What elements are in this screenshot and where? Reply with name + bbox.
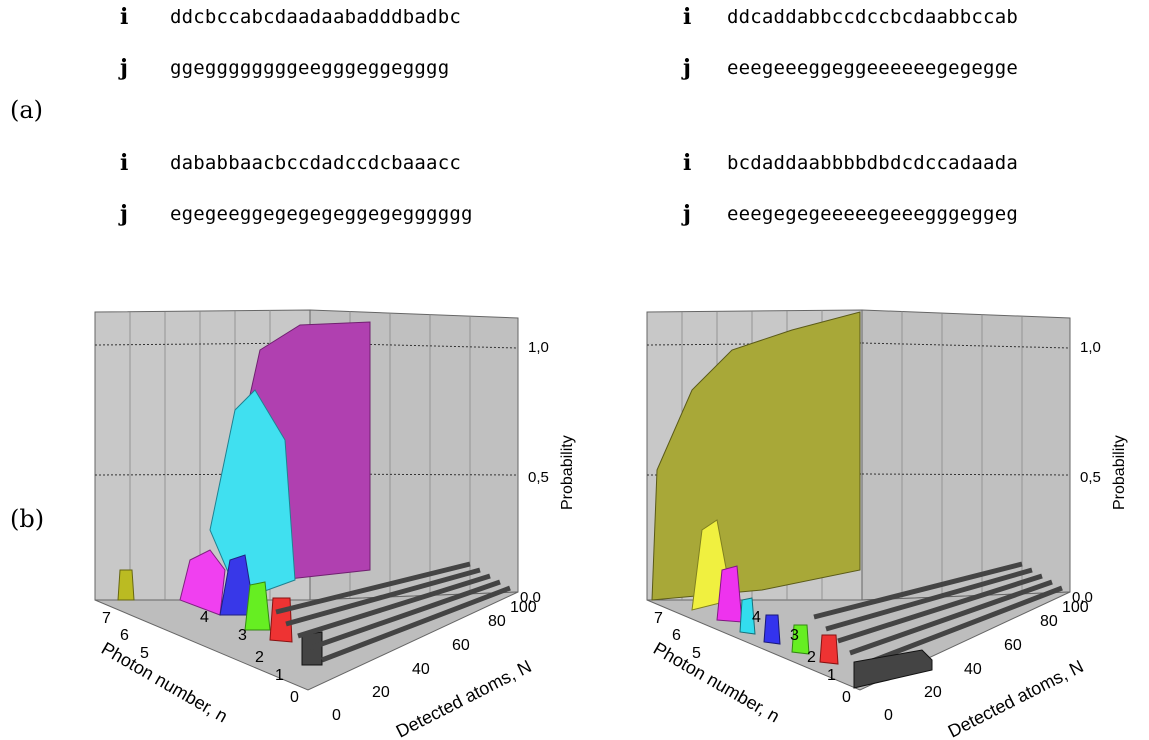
bars-n4 (739, 597, 756, 635)
panel-b-label: (b) (10, 505, 45, 533)
seq-i-block-2: ddcaddabbccdccbcdaabbccab (727, 6, 1018, 28)
n-axis-label: Photon number, n (98, 638, 231, 726)
seq-j-label: j (683, 55, 691, 81)
seq-i-label: i (120, 150, 129, 176)
bars-n2 (244, 581, 271, 631)
n-tick: 2 (807, 649, 816, 666)
n-tick: 6 (120, 627, 129, 644)
seq-i-label: i (120, 4, 129, 30)
n-tick: 7 (654, 610, 663, 627)
N-tick: 0 (884, 707, 893, 724)
bars-n7 (117, 569, 135, 601)
n-tick: 5 (140, 645, 149, 662)
N-tick: 40 (412, 661, 430, 678)
chart-right: 1,0 0,5 0,0 Probability 7 6 5 4 3 2 1 0 … (646, 309, 1128, 740)
z-axis-label: Probability (559, 435, 576, 510)
z-tick: 1,0 (528, 339, 549, 356)
n-tick: 0 (290, 689, 299, 706)
seq-i-block-4: bcdaddaabbbbdbdcdccadaada (727, 152, 1018, 174)
floor-stripes (813, 561, 1063, 668)
N-tick: 40 (964, 661, 982, 678)
bars-n0 (853, 649, 933, 689)
bars-n2 (791, 624, 810, 655)
z-tick: 1,0 (1080, 339, 1101, 356)
seq-j-block-2: eeegeeeggeggeeeeeegegegge (727, 57, 1018, 79)
n-tick: 5 (692, 645, 701, 662)
n-tick: 7 (102, 610, 111, 627)
bars-n3 (763, 614, 781, 645)
N-tick: 20 (924, 684, 942, 701)
n-tick: 3 (238, 627, 247, 644)
n-tick: 0 (842, 689, 851, 706)
gridline-1-0 (309, 342, 519, 349)
N-tick: 80 (488, 613, 506, 630)
z-tick: 0,0 (520, 589, 541, 606)
N-tick: 60 (1004, 637, 1022, 654)
n-tick: 1 (275, 667, 284, 684)
seq-j-label: j (120, 55, 128, 81)
n-tick: 4 (752, 609, 761, 626)
gridline-0-5 (309, 473, 519, 476)
bars-n5 (716, 565, 743, 623)
z-tick: 0,0 (1072, 589, 1093, 606)
seq-i-block-3: dababbaacbccdadccdcbaaacc (170, 152, 461, 174)
bars-n7 (651, 311, 861, 601)
z-axis-label: Probability (1111, 435, 1128, 510)
seq-j-label: j (120, 201, 128, 227)
gridline-0-5 (861, 473, 1071, 476)
n-tick: 1 (827, 667, 836, 684)
bars-n4 (179, 549, 226, 616)
seq-j-block-1: ggeggggggggeegggeggegggg (170, 57, 450, 79)
N-tick: 60 (452, 637, 470, 654)
chart-left: 1,0 0,5 0,0 Probability 7 6 5 4 3 2 1 0 … (94, 309, 576, 740)
n-tick: 2 (255, 649, 264, 666)
panel-a-label: (a) (10, 96, 44, 124)
bars-n1 (819, 634, 839, 665)
seq-i-label: i (683, 4, 692, 30)
N-tick: 100 (1062, 599, 1089, 616)
seq-j-label: j (683, 201, 691, 227)
bar-series (651, 311, 1063, 689)
n-axis-label: Photon number, n (650, 638, 783, 726)
bar-series (117, 321, 511, 666)
N-tick: 80 (1040, 613, 1058, 630)
back-wall-right (861, 309, 1071, 601)
N-tick: 100 (510, 599, 537, 616)
n-tick: 3 (790, 627, 799, 644)
seq-j-block-4: eeegegegeeeeegeeegggeggeg (727, 203, 1018, 225)
seq-j-block-3: egegeeggegegegeggegegggggg (170, 203, 473, 225)
n-tick: 4 (200, 609, 209, 626)
gridline-1-0 (861, 342, 1071, 349)
N-tick: 20 (372, 684, 390, 701)
floor-stripes (275, 561, 511, 663)
bars-n1 (269, 597, 293, 643)
z-tick: 0,5 (1080, 469, 1101, 486)
bars-n3 (219, 554, 256, 616)
n-tick: 6 (672, 627, 681, 644)
seq-i-label: i (683, 150, 692, 176)
seq-i-block-1: ddcbccabcdaadaabadddbadbc (170, 6, 461, 28)
N-tick: 0 (332, 707, 341, 724)
z-tick: 0,5 (528, 469, 549, 486)
